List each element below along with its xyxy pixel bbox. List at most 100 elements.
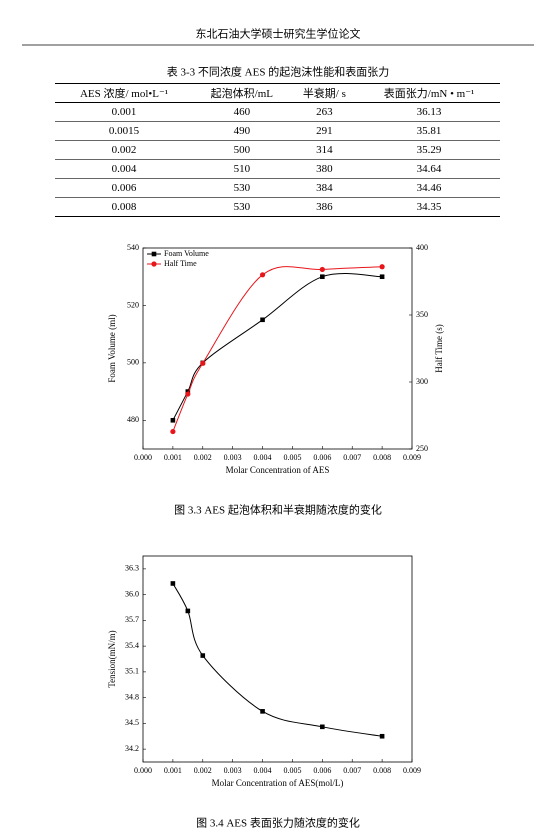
column-header: 半衰期/ s xyxy=(290,83,359,103)
point xyxy=(260,709,265,714)
y-tick-label: 34.5 xyxy=(125,718,139,727)
point xyxy=(259,272,266,278)
y-tick-label: 35.4 xyxy=(125,641,139,650)
table-cell: 0.004 xyxy=(55,159,193,179)
y-tick-label: 35.1 xyxy=(125,667,139,676)
point xyxy=(379,264,385,270)
figure-caption: 图 3.4 AES 表面张力随浓度的变化 xyxy=(196,816,360,830)
point xyxy=(320,274,325,280)
table-cell: 0.006 xyxy=(55,178,193,198)
y-tick-label: 480 xyxy=(127,415,139,424)
x-tick-label: 0.007 xyxy=(343,453,361,462)
table-cell: 510 xyxy=(193,159,291,179)
point xyxy=(170,417,176,423)
table-cell: 291 xyxy=(290,121,359,141)
column-header: AES 浓度/ mol•L⁻¹ xyxy=(55,83,193,103)
y2-tick-label: 350 xyxy=(416,310,428,319)
table-cell: 0.0015 xyxy=(55,121,193,141)
x-tick-label: 0.008 xyxy=(373,453,391,462)
y-tick-label: 500 xyxy=(127,358,139,367)
y-tick-label: 36.0 xyxy=(125,589,139,598)
point xyxy=(319,266,325,273)
table-cell: 34.64 xyxy=(358,159,500,179)
y-tick-label: 35.7 xyxy=(125,615,139,624)
table-cell: 530 xyxy=(193,178,291,198)
table-cell: 460 xyxy=(193,102,291,122)
table-cell: 35.29 xyxy=(358,140,500,160)
table-cell: 263 xyxy=(290,102,359,122)
data-table: AES 浓度/ mol•L⁻¹ 起泡体积/mL 半衰期/ s 表面张力/mN • m⁻… xyxy=(55,83,500,217)
y-axis-label: Foam Volume (ml) xyxy=(107,314,117,382)
x-tick-label: 0.003 xyxy=(224,453,242,462)
table-cell: 35.81 xyxy=(358,121,500,141)
y-tick-label: 34.2 xyxy=(125,744,139,753)
point xyxy=(260,317,265,323)
plot-frame xyxy=(142,555,413,763)
x-tick-label: 0.003 xyxy=(224,766,242,775)
x-tick-label: 0.004 xyxy=(254,453,272,462)
series-line xyxy=(172,266,383,432)
x-tick-label: 0.000 xyxy=(134,766,152,775)
table-cell: 500 xyxy=(193,140,291,160)
chart: 0.000 0.001 0.002 0.003 0.004 0.005 0.006 0.007… xyxy=(107,243,444,517)
x-tick-label: 0.002 xyxy=(194,453,212,462)
point xyxy=(170,581,176,586)
series-line xyxy=(172,273,383,421)
legend-label: Half Time xyxy=(164,259,197,268)
x-axis-label: Molar Concentration of AES xyxy=(226,465,330,475)
point xyxy=(185,391,191,397)
table-cell: 34.46 xyxy=(358,178,500,198)
series-line xyxy=(172,583,383,737)
y2-tick-label: 400 xyxy=(416,243,428,252)
point xyxy=(170,428,176,435)
point xyxy=(379,733,385,739)
y-tick-label: 34.8 xyxy=(125,692,139,701)
legend-marker xyxy=(151,251,157,257)
y2-axis-label: Half Time (s) xyxy=(434,324,444,373)
table-header-row: AES 浓度/ mol•L⁻¹ 起泡体积/mL 半衰期/ s 表面张力/mN • m⁻… xyxy=(55,83,500,103)
x-tick-label: 0.002 xyxy=(194,766,212,775)
x-axis-label: Molar Concentration of AES(mol/L) xyxy=(212,778,344,788)
table-row: 0.004 510 380 34.64 xyxy=(55,159,500,179)
table-cell: 386 xyxy=(290,197,359,217)
x-tick-label: 0.005 xyxy=(283,453,301,462)
table-cell: 0.002 xyxy=(55,140,193,160)
x-tick-label: 0.001 xyxy=(164,453,182,462)
table-cell: 0.008 xyxy=(55,197,193,217)
x-tick-label: 0.004 xyxy=(254,766,272,775)
table-cell: 380 xyxy=(290,159,359,179)
x-tick-label: 0.009 xyxy=(403,766,421,775)
figure-caption: 图 3.3 AES 起泡体积和半衰期随浓度的变化 xyxy=(174,503,382,517)
column-header: 表面张力/mN • m⁻¹ xyxy=(358,83,500,103)
table-row: 0.001 460 263 36.13 xyxy=(55,102,500,122)
table-row: 0.0015 490 291 35.81 xyxy=(55,121,500,141)
table-body: 0.001 460 263 36.13 0.0015 490 291 35.81 0.002 50… xyxy=(55,102,500,217)
table-cell: 530 xyxy=(193,197,291,217)
table-cell: 34.35 xyxy=(358,197,500,217)
page-header: 东北石油大学硕士研究生学位论文 xyxy=(196,27,361,41)
x-tick-label: 0.008 xyxy=(373,766,391,775)
y-tick-label: 540 xyxy=(127,243,139,252)
table-cell: 384 xyxy=(290,178,359,198)
column-header: 起泡体积/mL xyxy=(193,83,291,103)
point xyxy=(200,653,206,658)
point xyxy=(320,724,325,730)
table-row: 0.006 530 384 34.46 xyxy=(55,178,500,198)
y2-tick-label: 250 xyxy=(416,444,428,453)
y-tick-label: 36.3 xyxy=(125,564,139,573)
point xyxy=(379,274,385,280)
table-cell: 36.13 xyxy=(358,102,500,122)
x-tick-label: 0.006 xyxy=(313,766,331,775)
y-tick-label: 520 xyxy=(127,300,139,309)
point xyxy=(200,360,206,366)
x-tick-label: 0.000 xyxy=(134,453,152,462)
x-tick-label: 0.001 xyxy=(164,766,182,775)
table-row: 0.002 500 314 35.29 xyxy=(55,140,500,160)
x-tick-label: 0.006 xyxy=(313,453,331,462)
table-cell: 314 xyxy=(290,140,359,160)
table-row: 0.008 530 386 34.35 xyxy=(55,197,500,217)
x-tick-label: 0.005 xyxy=(283,766,301,775)
legend-label: Foam Volume xyxy=(164,249,209,258)
